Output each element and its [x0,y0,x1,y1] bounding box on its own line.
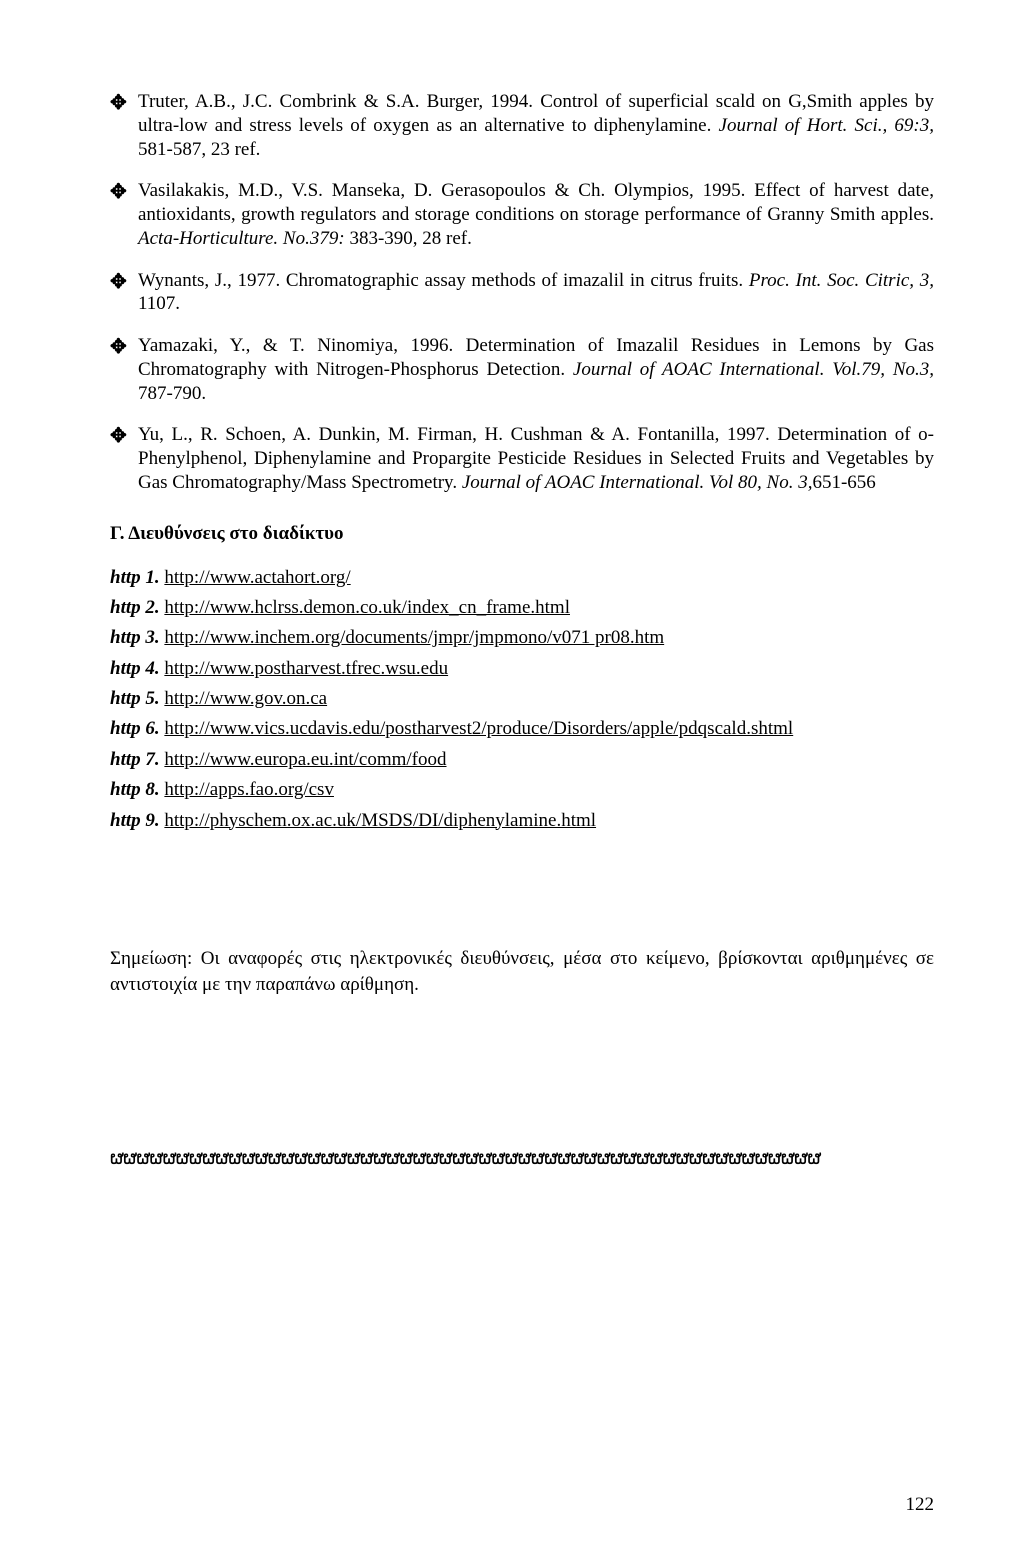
link-item: http 5. http://www.gov.on.ca [110,684,934,714]
bullet-icon: ✥ [110,423,138,447]
link-url[interactable]: http://physchem.ox.ac.uk/MSDS/DI/dipheny… [164,810,596,831]
link-url[interactable]: http://www.gov.on.ca [164,688,327,709]
link-label: http 8. [110,779,160,800]
ornament-divider: ຜຜຜຜຜຜຜຜຜຜຜຜຜຜຜຜຜຜຜຜຜຜຜຜຜຜຜຜຜຜຜຜຜຜຜຜຜຜຜຜ… [110,1147,934,1170]
page: ✥Truter, A.B., J.C. Combrink & S.A. Burg… [0,0,1024,1546]
link-label: http 3. [110,627,160,648]
link-label: http 5. [110,688,160,709]
reference-item: ✥Vasilakakis, M.D., V.S. Manseka, D. Ger… [110,179,934,250]
reference-text: Truter, A.B., J.C. Combrink & S.A. Burge… [138,90,934,161]
reference-text: Vasilakakis, M.D., V.S. Manseka, D. Gera… [138,179,934,250]
link-label: http 2. [110,597,160,618]
bullet-icon: ✥ [110,179,138,203]
link-label: http 1. [110,567,160,588]
section-heading: Γ. Διευθύνσεις στο διαδίκτυο [110,523,934,545]
link-url[interactable]: http://www.hclrss.demon.co.uk/index_cn_f… [164,597,570,618]
link-item: http 2. http://www.hclrss.demon.co.uk/in… [110,593,934,623]
link-label: http 9. [110,810,160,831]
link-url[interactable]: http://apps.fao.org/csv [164,779,334,800]
link-url[interactable]: http://www.postharvest.tfrec.wsu.edu [164,658,448,679]
link-item: http 9. http://physchem.ox.ac.uk/MSDS/DI… [110,806,934,836]
link-list: http 1. http://www.actahort.org/http 2. … [110,563,934,837]
link-url[interactable]: http://www.europa.eu.int/comm/food [164,749,446,770]
reference-text: Wynants, J., 1977. Chromatographic assay… [138,269,934,317]
note-text: Σημείωση: Οι αναφορές στις ηλεκτρονικές … [110,946,934,997]
reference-item: ✥Wynants, J., 1977. Chromatographic assa… [110,269,934,317]
bullet-icon: ✥ [110,334,138,358]
bullet-icon: ✥ [110,90,138,114]
reference-item: ✥Yamazaki, Y., & T. Ninomiya, 1996. Dete… [110,334,934,405]
link-label: http 7. [110,749,160,770]
link-item: http 6. http://www.vics.ucdavis.edu/post… [110,714,934,744]
link-item: http 1. http://www.actahort.org/ [110,563,934,593]
link-label: http 6. [110,718,160,739]
bullet-icon: ✥ [110,269,138,293]
reference-list: ✥Truter, A.B., J.C. Combrink & S.A. Burg… [110,90,934,495]
link-url[interactable]: http://www.actahort.org/ [164,567,350,588]
link-url[interactable]: http://www.vics.ucdavis.edu/postharvest2… [164,718,793,739]
reference-item: ✥Truter, A.B., J.C. Combrink & S.A. Burg… [110,90,934,161]
link-item: http 4. http://www.postharvest.tfrec.wsu… [110,654,934,684]
link-item: http 8. http://apps.fao.org/csv [110,775,934,805]
page-number: 122 [906,1494,935,1516]
link-url[interactable]: http://www.inchem.org/documents/jmpr/jmp… [164,627,664,648]
reference-text: Yamazaki, Y., & T. Ninomiya, 1996. Deter… [138,334,934,405]
reference-item: ✥Yu, L., R. Schoen, A. Dunkin, M. Firman… [110,423,934,494]
link-label: http 4. [110,658,160,679]
link-item: http 7. http://www.europa.eu.int/comm/fo… [110,745,934,775]
link-item: http 3. http://www.inchem.org/documents/… [110,623,934,653]
reference-text: Yu, L., R. Schoen, A. Dunkin, M. Firman,… [138,423,934,494]
